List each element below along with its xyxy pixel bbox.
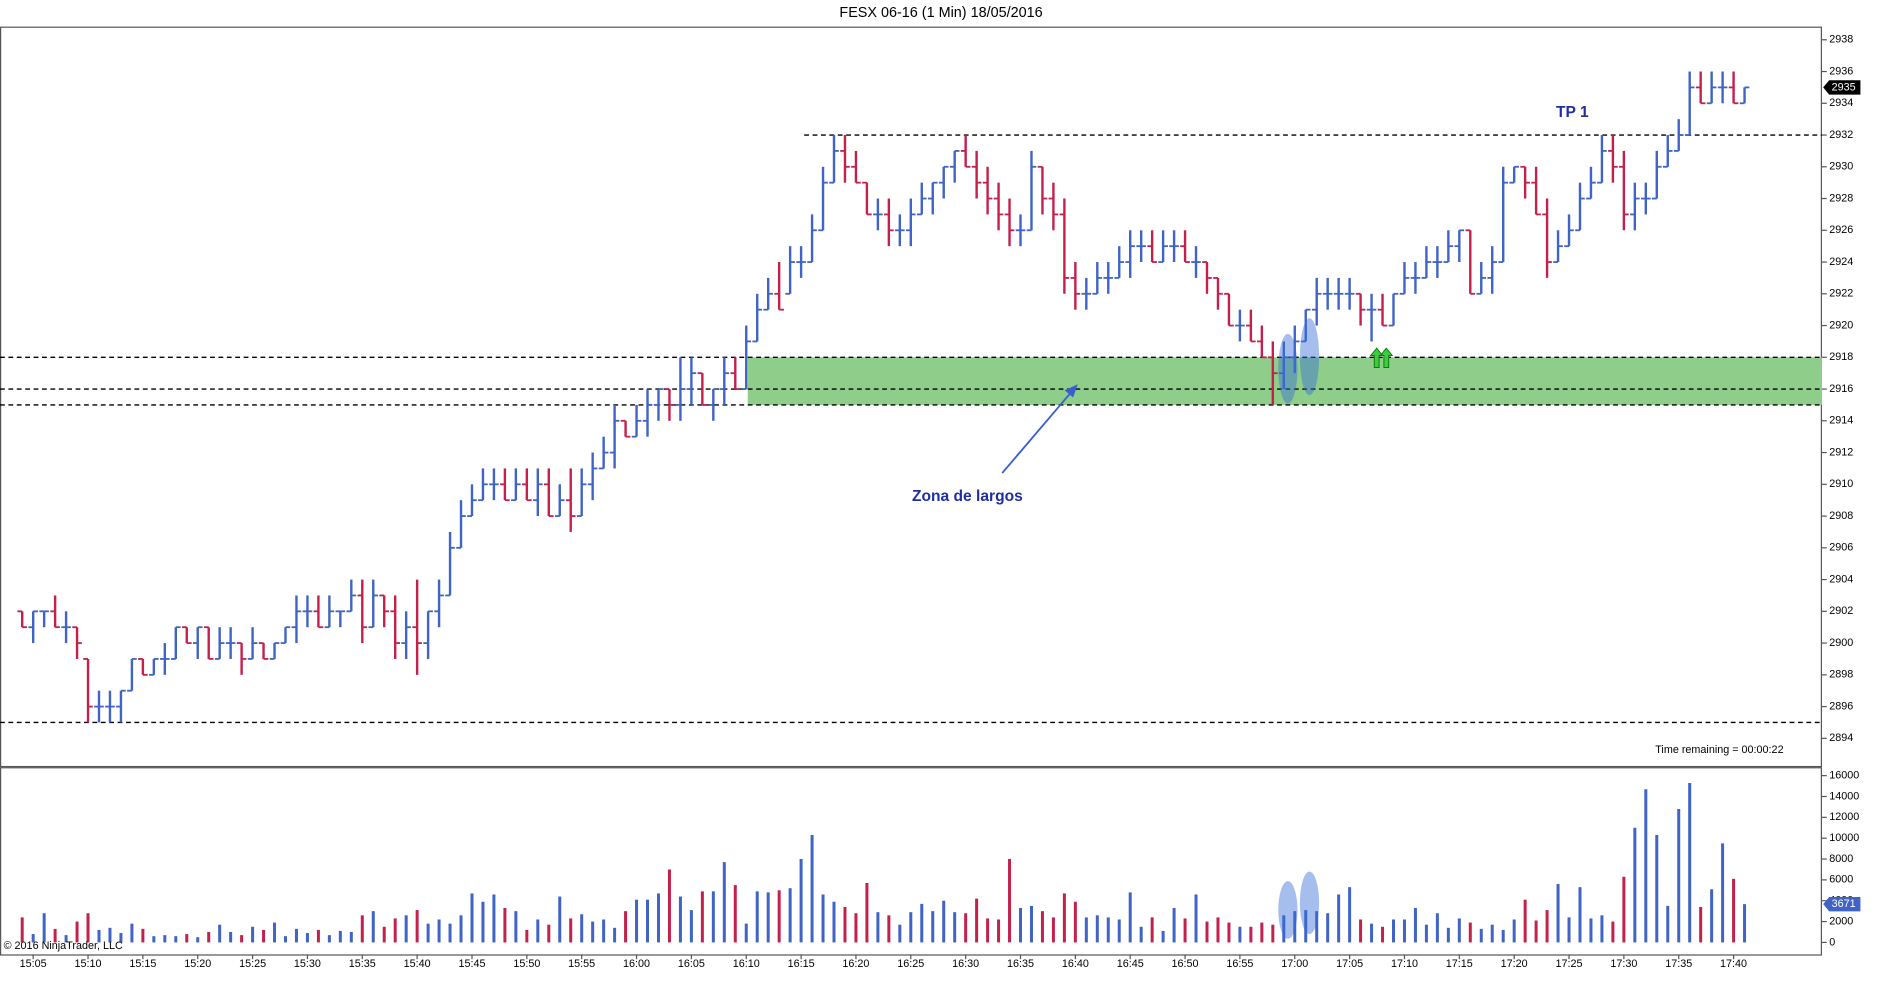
y-tick-label: 2922 [1829,288,1853,300]
y-tick-label: 2902 [1829,605,1853,617]
x-tick-label: 17:20 [1501,958,1528,970]
y-tick-label: 2918 [1829,351,1853,363]
x-tick-label: 17:15 [1446,958,1473,970]
y-tick-label: 2906 [1829,542,1853,554]
x-tick-label: 17:35 [1665,958,1692,970]
x-tick-label: 16:55 [1226,958,1253,970]
arrow [1001,390,1073,474]
y-tick-label: 2894 [1829,732,1853,744]
highlight [1299,318,1320,396]
volume-y-tick-label: 14000 [1829,790,1859,802]
highlight [1278,881,1298,939]
y-tick-label: 2912 [1829,446,1853,458]
volume-y-tick-label: 16000 [1829,770,1859,782]
x-tick-label: 15:40 [404,958,431,970]
x-tick-label: 16:15 [788,958,815,970]
tp-label: TP 1 [1556,104,1589,121]
x-tick-label: 16:45 [1117,958,1144,970]
y-tick-label: 2896 [1829,700,1853,712]
x-tick-label: 17:40 [1720,958,1747,970]
arrow-head [1064,384,1078,398]
x-tick-label: 16:10 [733,958,760,970]
timer: Time remaining = 00:00:22 [1655,744,1783,756]
x-tick-label: 16:40 [1062,958,1089,970]
x-tick-label: 16:00 [623,958,650,970]
y-tick-label: 2900 [1829,637,1853,649]
highlight [1278,333,1298,404]
x-tick-label: 15:05 [20,958,47,970]
copyright: © 2016 NinjaTrader, LLC [4,940,123,952]
x-tick-label: 15:55 [568,958,595,970]
x-tick-label: 17:05 [1336,958,1363,970]
y-tick-label: 2920 [1829,319,1853,331]
last-volume-marker [1823,896,1861,912]
y-tick-label: 2898 [1829,669,1853,681]
y-tick-label: 2914 [1829,415,1853,427]
y-tick-label: 2926 [1829,224,1853,236]
zone-label: Zona de largos [912,488,1023,505]
buy-signal [1369,347,1394,368]
x-tick-label: 16:20 [842,958,869,970]
y-tick-label: 2938 [1829,34,1853,46]
y-tick-label: 2932 [1829,129,1853,141]
y-tick-label: 2934 [1829,97,1853,109]
x-tick-label: 15:50 [513,958,540,970]
x-tick-label: 15:10 [75,958,102,970]
x-tick-label: 15:30 [294,958,321,970]
x-tick-label: 16:35 [1007,958,1034,970]
highlight [1299,871,1320,934]
x-tick-label: 17:25 [1556,958,1583,970]
y-tick-label: 2904 [1829,573,1853,585]
y-tick-label: 2928 [1829,192,1853,204]
x-tick-label: 15:45 [458,958,485,970]
x-tick-label: 15:25 [239,958,266,970]
y-tick-label: 2908 [1829,510,1853,522]
last-price-label: 2935 [1832,81,1856,93]
last-price-marker [1823,80,1861,95]
x-tick-label: 15:15 [129,958,156,970]
x-tick-label: 16:30 [952,958,979,970]
x-tick-label: 17:10 [1391,958,1418,970]
x-tick-label: 15:35 [349,958,376,970]
y-tick-label: 2930 [1829,161,1853,173]
volume-y-tick-label: 12000 [1829,811,1859,823]
volume-y-tick-label: 2000 [1829,915,1853,927]
x-tick-label: 15:20 [184,958,211,970]
y-tick-label: 2936 [1829,65,1853,77]
volume-y-tick-label: 0 [1829,936,1835,948]
volume-y-tick-label: 8000 [1829,853,1853,865]
annotations: TP 1 Zona de largos Time remaining = 00:… [4,104,1784,952]
x-tick-label: 17:30 [1610,958,1637,970]
volume-y-tick-label: 6000 [1829,874,1853,886]
x-tick-label: 16:25 [897,958,924,970]
x-tick-label: 16:50 [1172,958,1199,970]
y-tick-label: 2910 [1829,478,1853,490]
y-tick-label: 2924 [1829,256,1853,268]
chart-title: FESX 06-16 (1 Min) 18/05/2016 [839,5,1042,21]
last-volume-label: 3671 [1832,898,1856,910]
x-tick-label: 16:05 [678,958,705,970]
y-tick-label: 2916 [1829,383,1853,395]
x-tick-label: 17:00 [1281,958,1308,970]
volume-y-tick-label: 10000 [1829,832,1859,844]
